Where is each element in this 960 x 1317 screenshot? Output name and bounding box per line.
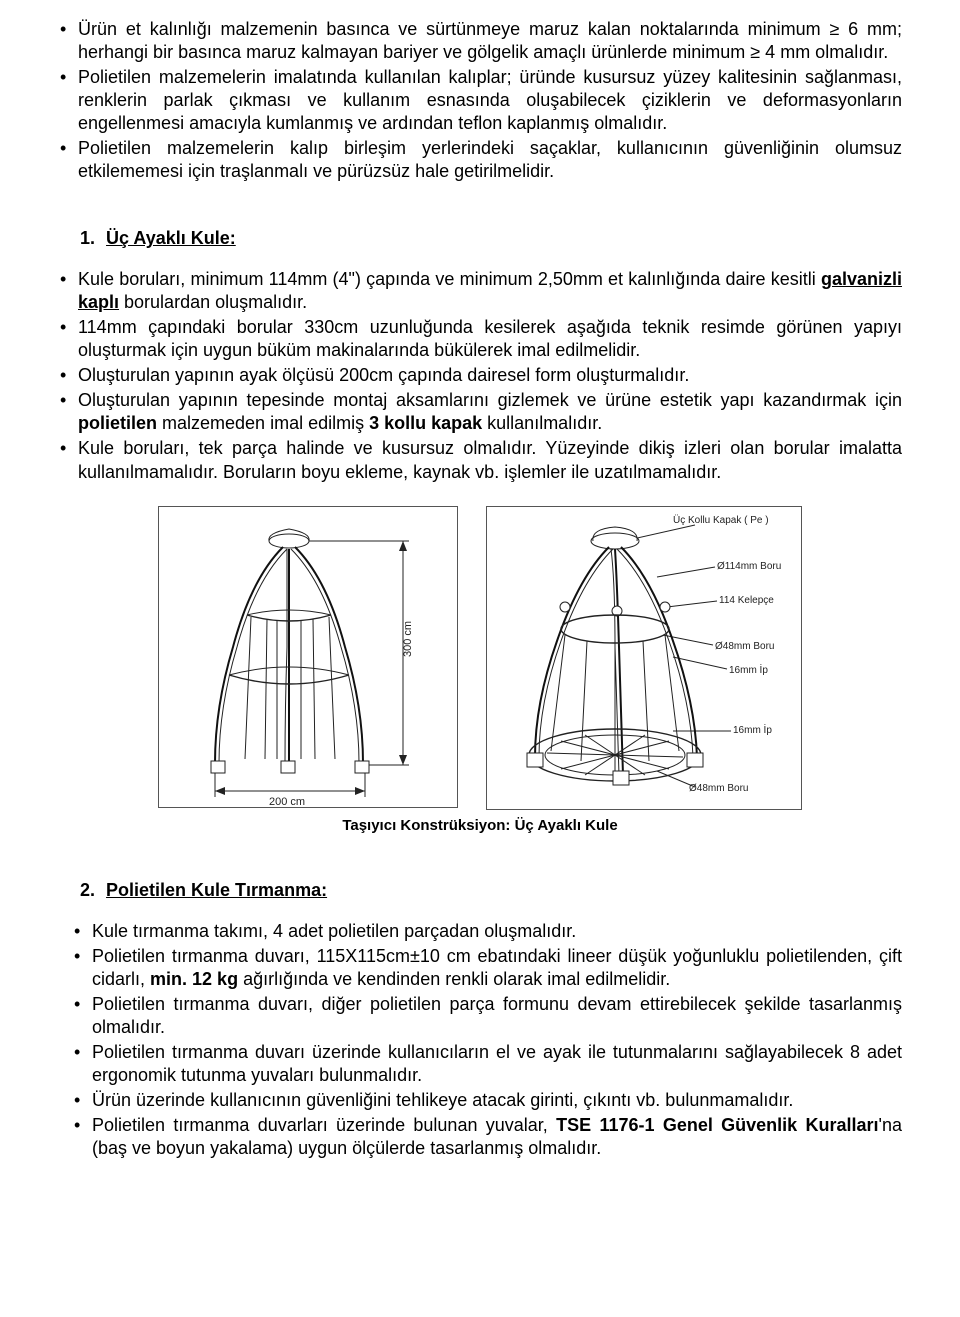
section-2-bullet: Polietilen tırmanma duvarları üzerinde b…: [58, 1114, 902, 1160]
label-top-cap: Üç Kollu Kapak ( Pe ): [673, 514, 769, 526]
section-1-bullet: Oluşturulan yapının ayak ölçüsü 200cm ça…: [58, 364, 902, 387]
section-1-title: Üç Ayaklı Kule:: [106, 228, 236, 248]
section-1-bullet: 114mm çapındaki borular 330cm uzunluğund…: [58, 316, 902, 362]
section-2-bullet: Polietilen tırmanma duvarı, diğer poliet…: [58, 993, 902, 1039]
figure-panel-side: 300 cm 200 cm: [158, 506, 458, 808]
label-pipe114: Ø114mm Boru: [717, 561, 781, 572]
section-2-title: Polietilen Kule Tırmanma:: [106, 880, 327, 900]
dim-height-label: 300 cm: [402, 620, 414, 656]
label-clamp114: 114 Kelepçe: [719, 595, 774, 606]
section-1-bullet-list: Kule boruları, minimum 114mm (4") çapınd…: [58, 268, 902, 483]
section-2-bullet: Polietilen tırmanma duvarı, 115X115cm±10…: [58, 945, 902, 991]
figure-row: 300 cm 200 cm Üç Kollu Kapak ( Pe ) Ø114…: [58, 506, 902, 810]
label-rope16-lower: 16mm İp: [733, 723, 772, 736]
section-1-bullet: Kule boruları, minimum 114mm (4") çapınd…: [58, 268, 902, 314]
intro-bullet-list: Ürün et kalınlığı malzemenin basınca ve …: [58, 18, 902, 183]
section-1-bullet: Kule boruları, tek parça halinde ve kusu…: [58, 437, 902, 483]
label-rope16-upper: 16mm İp: [729, 663, 768, 676]
dim-width-label: 200 cm: [269, 796, 305, 808]
section-2-bullet: Kule tırmanma takımı, 4 adet polietilen …: [58, 920, 902, 943]
intro-bullet: Ürün et kalınlığı malzemenin basınca ve …: [58, 18, 902, 64]
section-1-number: 1.: [80, 227, 95, 250]
section-1-heading: 1. Üç Ayaklı Kule:: [58, 227, 902, 250]
section-2-bullet: Ürün üzerinde kullanıcının güvenliğini t…: [58, 1089, 902, 1112]
section-2-number: 2.: [80, 879, 95, 902]
section-2-bullet-list: Kule tırmanma takımı, 4 adet polietilen …: [58, 920, 902, 1160]
section-2-bullet: Polietilen tırmanma duvarı üzerinde kull…: [58, 1041, 902, 1087]
section-1-bullet: Oluşturulan yapının tepesinde montaj aks…: [58, 389, 902, 435]
intro-bullet: Polietilen malzemelerin imalatında kulla…: [58, 66, 902, 135]
section-2-heading: 2. Polietilen Kule Tırmanma:: [58, 879, 902, 902]
figure-svg-perspective: Üç Kollu Kapak ( Pe ) Ø114mm Boru 114 Ke…: [487, 507, 803, 811]
label-pipe48-lower: Ø48mm Boru: [689, 783, 748, 794]
label-pipe48-upper: Ø48mm Boru: [715, 641, 774, 652]
figure-caption: Taşıyıcı Konstrüksiyon: Üç Ayaklı Kule: [58, 816, 902, 835]
figure-svg-side: 300 cm 200 cm: [159, 507, 459, 809]
figure-panel-perspective: Üç Kollu Kapak ( Pe ) Ø114mm Boru 114 Ke…: [486, 506, 802, 810]
intro-bullet: Polietilen malzemelerin kalıp birleşim y…: [58, 137, 902, 183]
